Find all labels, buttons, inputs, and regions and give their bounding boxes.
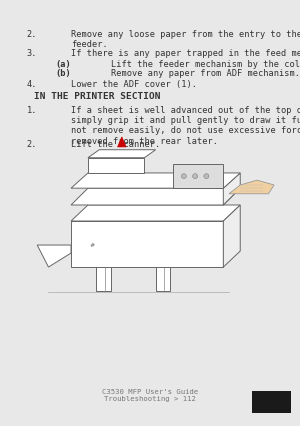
Text: 4.: 4. xyxy=(27,80,37,89)
Text: 1.: 1. xyxy=(27,106,37,115)
Polygon shape xyxy=(88,150,156,158)
Text: Lift the feeder mechanism by the colored tab (2).: Lift the feeder mechanism by the colored… xyxy=(110,60,300,69)
Polygon shape xyxy=(118,137,126,147)
Text: Lift the scanner.: Lift the scanner. xyxy=(71,140,160,149)
Text: Remove any loose paper from the entry to the sheet
feeder.: Remove any loose paper from the entry to… xyxy=(71,29,300,49)
Polygon shape xyxy=(71,205,240,221)
Text: (a): (a) xyxy=(55,60,71,69)
FancyBboxPatch shape xyxy=(251,391,291,413)
Ellipse shape xyxy=(204,174,209,178)
Text: C3530 MFP User's Guide
Troubleshooting > 112: C3530 MFP User's Guide Troubleshooting >… xyxy=(102,389,198,402)
FancyBboxPatch shape xyxy=(71,221,223,267)
Text: 2.: 2. xyxy=(27,140,37,149)
Text: #: # xyxy=(90,243,95,248)
FancyBboxPatch shape xyxy=(172,164,223,188)
Polygon shape xyxy=(229,180,274,194)
Ellipse shape xyxy=(193,174,198,178)
Polygon shape xyxy=(223,205,240,267)
Text: If there is any paper trapped in the feed mechanism.: If there is any paper trapped in the fee… xyxy=(71,49,300,58)
Text: (b): (b) xyxy=(55,69,71,78)
Text: Remove any paper from ADF mechanism.: Remove any paper from ADF mechanism. xyxy=(110,69,299,78)
Text: 3.: 3. xyxy=(27,49,37,58)
Polygon shape xyxy=(37,245,71,267)
Ellipse shape xyxy=(181,174,186,178)
Text: 2.: 2. xyxy=(27,29,37,39)
Polygon shape xyxy=(88,158,144,173)
Text: Lower the ADF cover (1).: Lower the ADF cover (1). xyxy=(71,80,197,89)
FancyBboxPatch shape xyxy=(96,265,110,291)
Polygon shape xyxy=(71,188,240,205)
Text: If a sheet is well advanced out of the top of the printer,
simply grip it and pu: If a sheet is well advanced out of the t… xyxy=(71,106,300,146)
Polygon shape xyxy=(223,173,240,205)
FancyBboxPatch shape xyxy=(156,265,170,291)
Text: IN THE PRINTER SECTION: IN THE PRINTER SECTION xyxy=(34,92,161,101)
Polygon shape xyxy=(71,173,240,188)
